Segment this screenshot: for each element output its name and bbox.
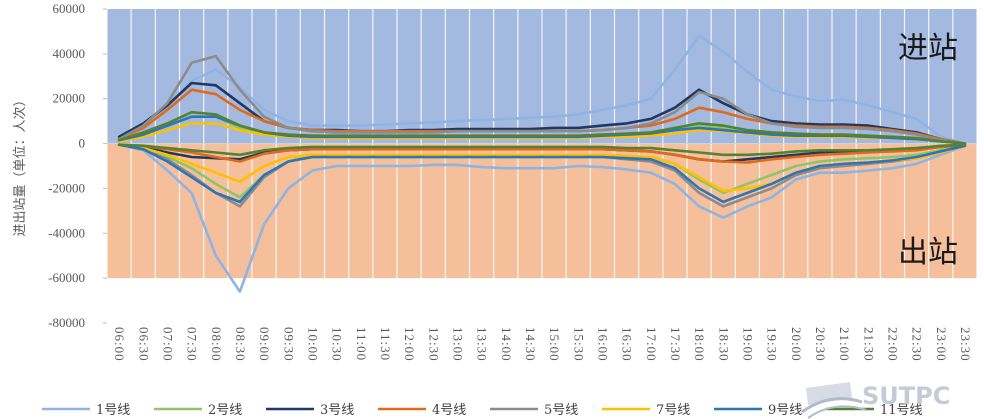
x-tick-label: 06:30: [136, 327, 151, 362]
x-tick-label: 11:00: [354, 327, 369, 361]
x-tick-label: 09:30: [281, 327, 296, 362]
x-tick-label: 13:00: [450, 327, 465, 362]
x-tick-label: 18:30: [716, 327, 731, 362]
y-tick-label: -60000: [48, 270, 85, 285]
region-label-outbound: 出站: [898, 235, 958, 270]
x-tick-label: 12:00: [402, 327, 417, 362]
x-tick-label: 20:00: [789, 327, 804, 362]
region-label-inbound: 进站: [898, 31, 958, 66]
legend-label: 4号线: [432, 403, 466, 418]
y-tick-label: -20000: [48, 180, 85, 195]
x-tick-label: 21:00: [837, 327, 852, 362]
y-tick-label: 40000: [53, 46, 86, 61]
series-line-0-in: [117, 34, 967, 145]
x-tick-label: 10:30: [330, 327, 345, 362]
x-tick-label: 15:00: [547, 327, 562, 362]
x-tick-label: 19:00: [740, 327, 755, 362]
y-tick-label: -80000: [48, 315, 85, 330]
x-tick-label: 22:00: [885, 327, 900, 362]
x-tick-label: 19:30: [765, 327, 780, 362]
series-lines: [117, 34, 967, 293]
x-tick-label: 07:30: [185, 327, 200, 362]
x-tick-label: 16:00: [595, 327, 610, 362]
x-tick-label: 15:30: [571, 327, 586, 362]
legend-label: 1号线: [96, 403, 130, 418]
series-line-6-out: [117, 143, 967, 204]
x-tick-label: 18:00: [692, 327, 707, 362]
x-tick-label: 08:30: [233, 327, 248, 362]
y-tick-label: 60000: [53, 1, 86, 16]
legend-label: 9号线: [768, 403, 802, 418]
watermark-logo: SUTPC: [801, 382, 950, 419]
legend-label: 2号线: [208, 403, 242, 418]
legend-label: 3号线: [320, 403, 354, 418]
x-axis: 06:00 06:30 07:00 07:30 08:00 08:30 09:00 09:30…: [107, 143, 977, 362]
x-tick-label: 13:30: [475, 327, 490, 362]
y-tick-label: 0: [79, 136, 86, 151]
series-line-7-out: [117, 143, 967, 157]
x-tick-label: 12:30: [426, 327, 441, 362]
y-tick-label: -40000: [48, 225, 85, 240]
x-tick-label: 17:30: [668, 327, 683, 362]
series-line-4-in: [117, 54, 967, 145]
x-tick-label: 14:00: [499, 327, 514, 362]
x-tick-label: 21:30: [861, 327, 876, 362]
x-tick-label: 08:00: [209, 327, 224, 362]
legend-label: 11号线: [880, 403, 923, 418]
series-line-7-in: [117, 110, 967, 145]
series-line-3-out: [117, 143, 967, 164]
x-tick-label: 20:30: [813, 327, 828, 362]
x-tick-label: 14:30: [523, 327, 538, 362]
legend-label: 5号线: [544, 403, 578, 418]
series-line-0-out: [117, 143, 967, 293]
logo-mark-icon: [801, 382, 867, 419]
x-tick-label: 10:00: [305, 327, 320, 362]
y-axis-label: 进出站量（单位：人次）: [12, 93, 28, 236]
legend: 1号线 2号线 3号线 4号线 5号线 7号线 9号线 11号线: [42, 403, 923, 418]
watermark-text: SUTPC: [862, 382, 950, 410]
y-tick-label: 20000: [53, 91, 86, 106]
legend-label: 7号线: [656, 403, 690, 418]
x-tick-label: 22:30: [910, 327, 925, 362]
x-tick-label: 16:30: [620, 327, 635, 362]
x-tick-label: 23:30: [958, 327, 973, 362]
x-tick-label: 11:30: [378, 327, 393, 361]
x-tick-label: 23:00: [934, 327, 949, 362]
x-tick-label: 06:00: [112, 327, 127, 362]
x-tick-label: 09:00: [257, 327, 272, 362]
x-tick-label: 17:00: [644, 327, 659, 362]
y-axis: 60000 40000 20000 0 -20000 -40000 -60000 -80000: [48, 1, 107, 330]
x-tick-label: 07:00: [160, 327, 175, 362]
